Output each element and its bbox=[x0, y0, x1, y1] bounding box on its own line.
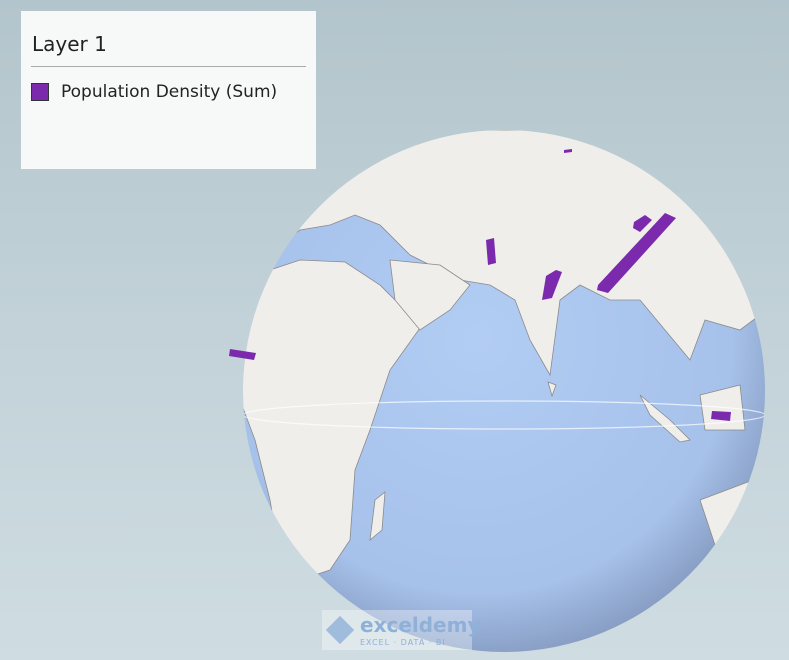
population-density-column[interactable] bbox=[486, 238, 496, 265]
population-density-column[interactable] bbox=[564, 149, 572, 153]
equator-line bbox=[243, 400, 765, 430]
land-europe-asia bbox=[243, 130, 765, 377]
legend-title: Layer 1 bbox=[32, 32, 107, 56]
watermark: exceldemy EXCEL · DATA · BI bbox=[322, 610, 481, 650]
watermark-tagline: EXCEL · DATA · BI bbox=[360, 637, 446, 647]
legend-swatch bbox=[31, 83, 49, 101]
population-density-column[interactable] bbox=[229, 349, 256, 360]
population-density-column[interactable] bbox=[542, 270, 562, 300]
land-madagascar bbox=[369, 491, 386, 541]
legend-divider bbox=[31, 66, 306, 67]
watermark-logo-icon bbox=[325, 615, 355, 645]
land-sri-lanka bbox=[547, 381, 557, 398]
land-africa bbox=[243, 259, 441, 581]
watermark-name: exceldemy bbox=[360, 612, 481, 637]
land-arabia bbox=[389, 259, 471, 331]
population-density-column[interactable] bbox=[633, 215, 652, 232]
legend-label: Population Density (Sum) bbox=[61, 82, 278, 102]
population-density-column[interactable] bbox=[711, 411, 731, 421]
land-sumatra bbox=[639, 394, 691, 443]
legend-panel[interactable]: Layer 1 Population Density (Sum) bbox=[21, 11, 316, 169]
watermark-text: exceldemy EXCEL · DATA · BI bbox=[360, 613, 481, 648]
legend-item[interactable]: Population Density (Sum) bbox=[31, 81, 306, 103]
population-density-column[interactable] bbox=[597, 213, 676, 293]
